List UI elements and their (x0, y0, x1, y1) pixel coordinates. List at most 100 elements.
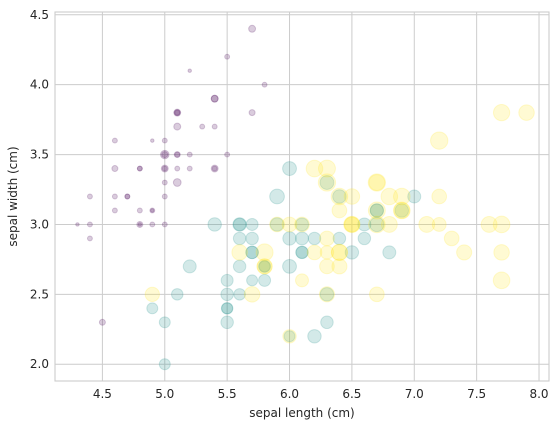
data-point (220, 287, 234, 302)
data-point (111, 207, 118, 214)
data-point (150, 138, 155, 143)
x-tick-label: 6.5 (342, 387, 361, 401)
data-point (146, 302, 159, 315)
data-point (367, 201, 386, 220)
data-point (295, 273, 309, 288)
data-point (221, 302, 234, 315)
data-point (243, 286, 261, 303)
data-point (86, 235, 93, 242)
data-point (256, 258, 273, 275)
data-point (224, 151, 231, 158)
data-point (295, 245, 309, 259)
x-tick-label: 5.5 (218, 387, 237, 401)
data-point (258, 273, 272, 287)
data-point (182, 259, 197, 274)
data-point (220, 302, 234, 315)
data-point (318, 286, 335, 303)
data-point (295, 245, 309, 260)
y-tick-label: 4.5 (30, 8, 49, 22)
data-point (158, 316, 171, 329)
data-point (367, 173, 387, 192)
data-point (319, 230, 335, 247)
data-point (456, 244, 473, 261)
data-point (245, 231, 259, 246)
data-point (173, 151, 181, 159)
data-point (319, 245, 335, 260)
data-point (368, 215, 386, 234)
data-point (98, 318, 106, 326)
x-axis-label: sepal length (cm) (249, 406, 354, 420)
data-point (317, 159, 336, 178)
data-point (394, 203, 409, 218)
data-point (150, 208, 155, 213)
data-point (492, 271, 511, 290)
y-tick-label: 3.0 (30, 217, 49, 231)
data-point (161, 179, 168, 186)
data-point (173, 109, 181, 117)
data-point (261, 81, 268, 88)
data-point (111, 137, 118, 144)
data-point (173, 122, 182, 131)
data-point (248, 24, 257, 33)
x-tick-label: 4.5 (93, 387, 112, 401)
data-point (86, 221, 93, 228)
data-point (136, 165, 143, 172)
y-tick-label: 2.0 (30, 357, 49, 371)
data-point (343, 216, 361, 233)
data-point (306, 244, 323, 261)
data-point (224, 53, 231, 60)
data-point (282, 161, 297, 176)
data-point (282, 258, 297, 274)
data-point (210, 94, 219, 103)
data-point (357, 231, 372, 246)
data-point (75, 222, 80, 227)
y-axis-label: sepal width (cm) (6, 146, 20, 246)
data-point (369, 216, 385, 233)
data-point (269, 216, 285, 233)
data-point (269, 188, 285, 205)
data-point (332, 189, 347, 204)
data-point (171, 288, 184, 301)
y-tick-label: 2.5 (30, 287, 49, 301)
data-point (357, 217, 372, 232)
data-point (418, 216, 436, 233)
data-point (111, 165, 119, 173)
data-point (161, 193, 168, 200)
y-tick-label: 3.5 (30, 148, 49, 162)
data-point (343, 215, 361, 234)
data-point (160, 149, 170, 160)
data-point (246, 274, 259, 287)
data-point (331, 258, 348, 275)
data-point (492, 215, 511, 234)
data-point (220, 273, 234, 287)
data-point (282, 231, 297, 246)
data-point (232, 217, 247, 232)
data-point (231, 244, 248, 261)
data-point (369, 203, 385, 218)
data-point (369, 286, 385, 303)
data-point (172, 178, 182, 187)
data-point (393, 202, 411, 219)
plot-frame (54, 11, 550, 382)
data-point (295, 217, 309, 232)
data-point (173, 108, 182, 117)
data-point (258, 260, 271, 273)
data-point (174, 151, 181, 158)
data-point (330, 187, 349, 206)
data-point (283, 330, 296, 343)
data-point (344, 245, 360, 260)
data-point (320, 315, 334, 330)
data-point (331, 202, 348, 219)
y-tick-label: 4.0 (30, 78, 49, 92)
data-point (344, 216, 360, 233)
data-point (380, 216, 398, 233)
data-point (149, 207, 156, 214)
data-point (211, 165, 218, 172)
data-point (144, 286, 160, 302)
data-point (174, 165, 181, 172)
data-point (210, 164, 219, 173)
data-point (330, 243, 348, 261)
data-point (368, 174, 386, 191)
data-point (307, 329, 322, 344)
